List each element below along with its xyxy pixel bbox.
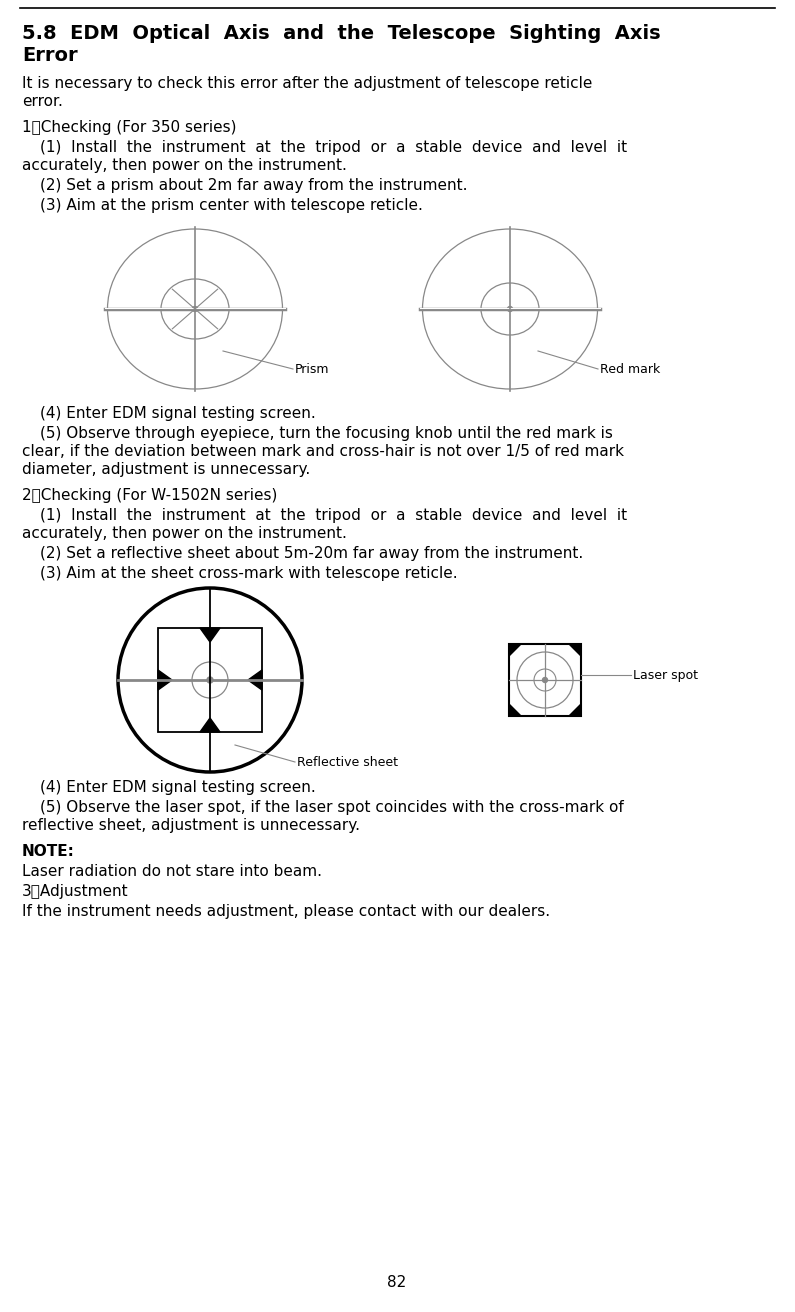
Polygon shape (200, 628, 220, 642)
Text: It is necessary to check this error after the adjustment of telescope reticle: It is necessary to check this error afte… (22, 76, 592, 91)
Text: reflective sheet, adjustment is unnecessary.: reflective sheet, adjustment is unnecess… (22, 817, 360, 833)
Circle shape (507, 307, 513, 311)
Text: (3) Aim at the sheet cross-mark with telescope reticle.: (3) Aim at the sheet cross-mark with tel… (40, 565, 458, 581)
Text: Reflective sheet: Reflective sheet (297, 756, 398, 769)
Polygon shape (248, 670, 262, 690)
Text: Laser spot: Laser spot (633, 669, 698, 682)
Polygon shape (569, 705, 581, 716)
Text: Red mark: Red mark (600, 363, 661, 377)
Text: Prism: Prism (295, 363, 329, 377)
Text: error.: error. (22, 94, 63, 109)
Polygon shape (200, 718, 220, 732)
Text: accurately, then power on the instrument.: accurately, then power on the instrument… (22, 157, 347, 173)
Text: (5) Observe through eyepiece, turn the focusing knob until the red mark is: (5) Observe through eyepiece, turn the f… (40, 426, 613, 441)
Polygon shape (158, 670, 172, 690)
Text: 3）Adjustment: 3）Adjustment (22, 884, 129, 899)
Text: (4) Enter EDM signal testing screen.: (4) Enter EDM signal testing screen. (40, 781, 316, 795)
Text: (3) Aim at the prism center with telescope reticle.: (3) Aim at the prism center with telesco… (40, 198, 423, 213)
Text: (1)  Install  the  instrument  at  the  tripod  or  a  stable  device  and  leve: (1) Install the instrument at the tripod… (40, 508, 627, 523)
Text: diameter, adjustment is unnecessary.: diameter, adjustment is unnecessary. (22, 462, 310, 478)
Text: (2) Set a prism about 2m far away from the instrument.: (2) Set a prism about 2m far away from t… (40, 178, 467, 193)
Text: If the instrument needs adjustment, please contact with our dealers.: If the instrument needs adjustment, plea… (22, 904, 550, 918)
Text: 2）Checking (For W-1502N series): 2）Checking (For W-1502N series) (22, 488, 277, 502)
Text: 5.8  EDM  Optical  Axis  and  the  Telescope  Sighting  Axis: 5.8 EDM Optical Axis and the Telescope S… (22, 24, 661, 43)
Text: 1）Checking (For 350 series): 1）Checking (For 350 series) (22, 119, 236, 135)
Bar (509, 644, 581, 716)
Polygon shape (509, 644, 521, 656)
Text: 82: 82 (387, 1275, 406, 1290)
Bar (158, 628, 262, 732)
Text: NOTE:: NOTE: (22, 844, 75, 859)
Text: (5) Observe the laser spot, if the laser spot coincides with the cross-mark of: (5) Observe the laser spot, if the laser… (40, 800, 624, 815)
Text: Laser radiation do not stare into beam.: Laser radiation do not stare into beam. (22, 865, 322, 879)
Circle shape (542, 677, 548, 682)
Text: clear, if the deviation between mark and cross-hair is not over 1/5 of red mark: clear, if the deviation between mark and… (22, 443, 624, 459)
Text: (2) Set a reflective sheet about 5m-20m far away from the instrument.: (2) Set a reflective sheet about 5m-20m … (40, 546, 584, 562)
Circle shape (207, 677, 213, 684)
Text: (4) Enter EDM signal testing screen.: (4) Enter EDM signal testing screen. (40, 405, 316, 421)
Text: accurately, then power on the instrument.: accurately, then power on the instrument… (22, 526, 347, 541)
Text: Error: Error (22, 46, 78, 66)
Polygon shape (569, 644, 581, 656)
Text: (1)  Install  the  instrument  at  the  tripod  or  a  stable  device  and  leve: (1) Install the instrument at the tripod… (40, 140, 627, 155)
Circle shape (192, 307, 197, 311)
Polygon shape (509, 705, 521, 716)
